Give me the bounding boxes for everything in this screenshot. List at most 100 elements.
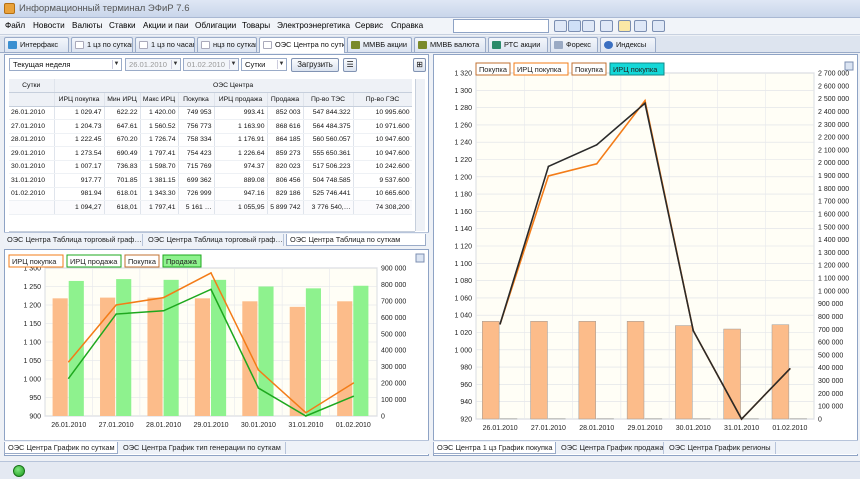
grid-view-icon[interactable] bbox=[554, 20, 567, 32]
column-header[interactable]: Продажа bbox=[267, 92, 304, 107]
column-header[interactable]: Пр-во ГЭС bbox=[353, 92, 412, 107]
close-icon[interactable] bbox=[844, 61, 854, 71]
table-cell: 868 616 bbox=[267, 119, 304, 134]
y-right-tick-label: 1 900 000 bbox=[818, 173, 849, 180]
legend-item[interactable] bbox=[571, 62, 607, 76]
legend-item[interactable] bbox=[66, 254, 122, 268]
first-header[interactable]: Сутки bbox=[9, 79, 55, 93]
x-tick-label: 27.01.2010 bbox=[531, 425, 566, 432]
subtab-purchase[interactable]: ОЭС Центра 1 цз График покупка bbox=[433, 442, 556, 454]
vertical-scrollbar[interactable] bbox=[415, 79, 425, 231]
column-header[interactable]: Покупка bbox=[178, 92, 215, 107]
column-header[interactable]: Макс ИРЦ bbox=[140, 92, 179, 107]
granularity-select[interactable]: Сутки ▼ bbox=[241, 58, 287, 71]
menu-stocks[interactable]: Акции и паи bbox=[143, 21, 189, 30]
table-row[interactable]: 29.01.2010 1 273.54 690.49 1 797.41 754 423 1… bbox=[9, 146, 412, 161]
load-button[interactable]: Загрузить bbox=[291, 58, 339, 72]
menu-goods[interactable]: Товары bbox=[242, 21, 271, 30]
subtab-table-daily[interactable]: ОЭС Центра Таблица по суткам bbox=[286, 234, 426, 246]
legend-label: Покупка bbox=[479, 65, 508, 74]
table-row[interactable]: 30.01.2010 1 007.17 736.83 1 598.70 715 769 9… bbox=[9, 160, 412, 174]
search-input[interactable] bbox=[453, 19, 549, 33]
bar bbox=[530, 321, 548, 420]
y-left-tick-label: 920 bbox=[460, 417, 472, 424]
chart-view-icon[interactable] bbox=[568, 20, 581, 32]
date-from-field[interactable]: 26.01.2010 ▼ bbox=[125, 58, 181, 71]
tab-indices[interactable]: Индексы bbox=[600, 37, 656, 52]
legend-item[interactable] bbox=[609, 62, 665, 76]
y-left-tick-label: 1 080 bbox=[454, 278, 472, 285]
date-to-field[interactable]: 01.02.2010 ▼ bbox=[183, 58, 239, 71]
subtab-table-1[interactable]: ОЭС Центра Таблица торговый граф… bbox=[4, 234, 143, 246]
print-icon[interactable] bbox=[600, 20, 613, 32]
close-icon[interactable] bbox=[415, 253, 425, 263]
table-cell: 756 773 bbox=[178, 119, 215, 134]
column-header[interactable]: ИРЦ покупка bbox=[54, 92, 105, 107]
y-left-tick-label: 1 140 bbox=[454, 226, 472, 233]
subtab-regions[interactable]: ОЭС Центра График регионы bbox=[666, 442, 776, 454]
menu-bonds[interactable]: Облигации bbox=[195, 21, 237, 30]
legend-item[interactable] bbox=[8, 254, 64, 268]
y-left-tick-label: 1 300 bbox=[454, 88, 472, 95]
legend-label: ИРЦ продажа bbox=[70, 257, 118, 266]
tab-forex[interactable]: Форекс bbox=[550, 37, 598, 52]
tab-1cz-daily[interactable]: 1 цз по суткам bbox=[71, 37, 133, 52]
menu-help[interactable]: Справка bbox=[391, 21, 424, 30]
column-header[interactable]: Пр-во ТЭС bbox=[303, 92, 354, 107]
connection-status-icon bbox=[13, 465, 25, 477]
menu-news[interactable]: Новости bbox=[33, 21, 65, 30]
y-left-tick-label: 900 bbox=[29, 414, 41, 421]
legend-item[interactable] bbox=[475, 62, 511, 76]
y-left-tick-label: 1 150 bbox=[23, 321, 41, 328]
tab-oes-center-daily[interactable]: ОЭС Центра по суткам bbox=[259, 37, 345, 53]
legend-item[interactable] bbox=[162, 254, 202, 268]
table-row[interactable]: 26.01.2010 1 029.47 622.22 1 420.00 749 953 9… bbox=[9, 106, 412, 120]
menu-service[interactable]: Сервис bbox=[355, 21, 384, 30]
table-cell: 806 456 bbox=[267, 173, 304, 188]
tab-1cz-hourly[interactable]: 1 цз по часам bbox=[135, 37, 195, 52]
save-icon[interactable] bbox=[634, 20, 647, 32]
legend-label: ИРЦ покупка bbox=[12, 257, 57, 266]
table-row[interactable]: 01.02.2010 981.94 618.01 1 343.30 726 999 947… bbox=[9, 187, 412, 201]
table-row[interactable]: 27.01.2010 1 204.73 647.61 1 560.52 756 773 1… bbox=[9, 119, 412, 134]
subtab-chart-daily[interactable]: ОЭС Центра График по суткам bbox=[4, 442, 118, 454]
chevron-down-icon: ▼ bbox=[171, 60, 179, 69]
legend-item[interactable] bbox=[513, 62, 569, 76]
tab-interfax[interactable]: Интерфакс bbox=[4, 37, 69, 52]
table-cell: 31.01.2010 bbox=[9, 173, 55, 188]
tab-rts-stocks[interactable]: РТС акции bbox=[488, 37, 548, 52]
table-cell: 829 186 bbox=[267, 187, 304, 201]
bar bbox=[258, 286, 274, 416]
tab-ncz-daily[interactable]: нцз по суткам bbox=[197, 37, 257, 52]
period-select[interactable]: Текущая неделя ▼ bbox=[9, 58, 122, 71]
menu-file[interactable]: Файл bbox=[5, 21, 26, 30]
menu-rates[interactable]: Ставки bbox=[109, 21, 136, 30]
options-icon[interactable]: ☰ bbox=[343, 58, 357, 72]
table-cell: 917.77 bbox=[54, 173, 105, 188]
table-row[interactable]: 31.01.2010 917.77 701.85 1 381.15 699 362 889… bbox=[9, 173, 412, 188]
column-header[interactable]: Мин ИРЦ bbox=[104, 92, 141, 107]
y-left-tick-label: 1 000 bbox=[23, 377, 41, 384]
subtab-table-2[interactable]: ОЭС Центра Таблица торговый граф… bbox=[145, 234, 284, 246]
data-point bbox=[740, 418, 743, 420]
legend-item[interactable] bbox=[124, 254, 160, 268]
table-cell: 28.01.2010 bbox=[9, 133, 55, 147]
list-view-icon[interactable] bbox=[582, 20, 595, 32]
interfax-icon bbox=[8, 41, 17, 49]
subtab-chart-generation[interactable]: ОЭС Центра График тип генерации по сутка… bbox=[120, 442, 286, 454]
menu-power[interactable]: Электроэнергетика bbox=[277, 21, 351, 30]
table-cell: 618.01 bbox=[104, 187, 141, 201]
subtab-sale[interactable]: ОЭС Центра График продажа bbox=[558, 442, 664, 454]
table-row[interactable]: 28.01.2010 1 222.45 670.20 1 726.74 758 334 1… bbox=[9, 133, 412, 147]
folder-icon[interactable] bbox=[618, 20, 631, 32]
column-header[interactable]: ИРЦ продажа bbox=[214, 92, 268, 107]
help-icon[interactable] bbox=[652, 20, 665, 32]
menu-currencies[interactable]: Валюты bbox=[72, 21, 103, 30]
y-right-tick-label: 2 700 000 bbox=[818, 71, 849, 78]
x-tick-label: 26.01.2010 bbox=[483, 425, 518, 432]
tab-micex-stocks[interactable]: ММВБ акции bbox=[347, 37, 412, 52]
tab-micex-currency[interactable]: ММВБ валюта bbox=[414, 37, 486, 52]
data-point bbox=[595, 143, 598, 146]
expand-icon[interactable]: ⊞ bbox=[413, 58, 426, 72]
y-left-tick-label: 1 200 bbox=[454, 174, 472, 181]
